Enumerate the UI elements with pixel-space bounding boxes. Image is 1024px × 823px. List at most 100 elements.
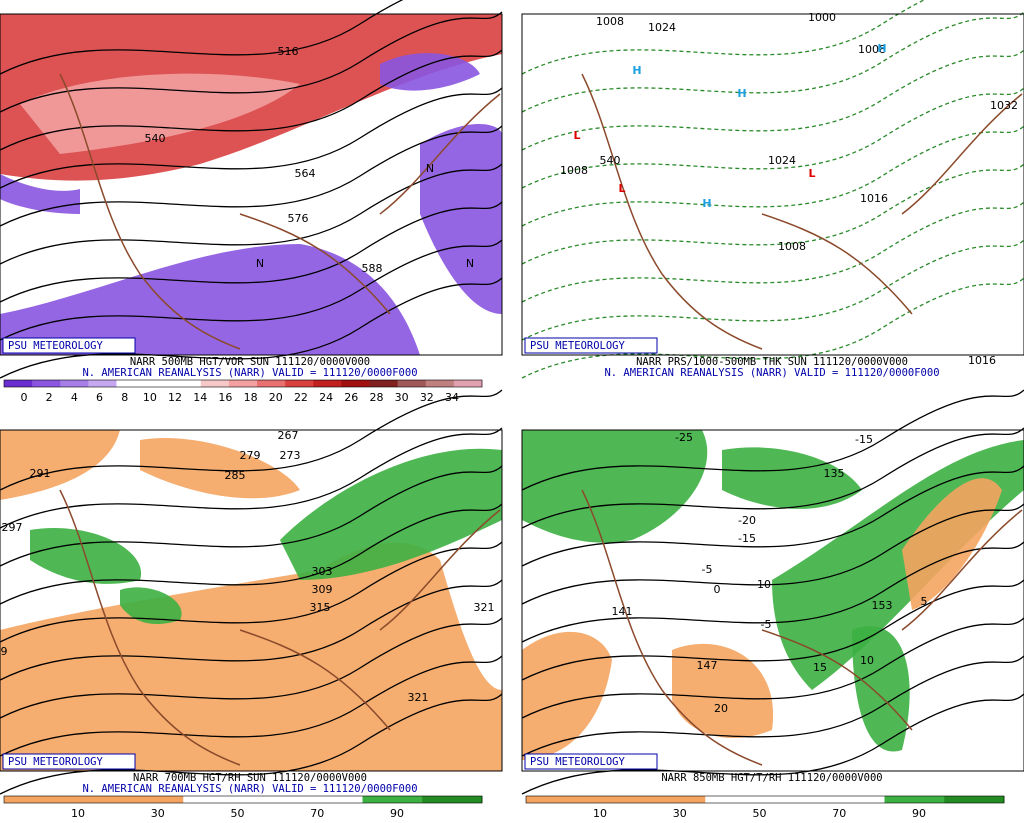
- colorbar-cell: [944, 796, 1005, 803]
- contour-label: 9: [1, 645, 8, 658]
- colorbar-cell: [60, 380, 89, 387]
- colorbar-label: 26: [344, 391, 358, 404]
- colorbar-cell: [63, 796, 124, 803]
- contour-label: 279: [240, 449, 261, 462]
- colorbar-cell: [585, 796, 646, 803]
- colorbar-cell: [257, 380, 286, 387]
- contour-label: 576: [288, 212, 309, 225]
- contour-label: -15: [855, 433, 873, 446]
- contour-label: N: [426, 162, 434, 175]
- contour-line: [521, 503, 1024, 605]
- contour-label: 20: [714, 702, 728, 715]
- contour-label: 321: [408, 691, 429, 704]
- caption: N. AMERICAN REANALYSIS (NARR) VALID = 11…: [82, 783, 417, 795]
- colorbar-label: 70: [832, 807, 846, 819]
- caption: NARR PRS/1000-500MB THK SUN 111120/0000V…: [636, 356, 908, 368]
- contour-line: [521, 427, 1024, 529]
- badge-box: [524, 337, 658, 354]
- contour-line: [521, 389, 1024, 491]
- shaded-region: [522, 430, 708, 543]
- contour-label: 147: [697, 659, 718, 672]
- colorbar-label: 10: [593, 807, 607, 819]
- colorbar-cell: [4, 796, 65, 803]
- contour-label: 309: [312, 583, 333, 596]
- contour-label: 141: [612, 605, 633, 618]
- contour-line: [521, 465, 1024, 567]
- map-frame: [521, 13, 1024, 356]
- colorbar-label: 32: [420, 391, 434, 404]
- colorbar-label: 50: [753, 807, 767, 819]
- contour-line: [0, 389, 503, 491]
- coastline: [59, 489, 501, 766]
- coastline: [59, 73, 501, 350]
- contour-label: 291: [30, 467, 51, 480]
- contour-label: N: [466, 257, 474, 270]
- caption: NARR 850MB HGT/T/RH 111120/0000V000: [661, 772, 882, 784]
- colorbar-cell: [228, 380, 258, 387]
- shaded-region: [20, 73, 300, 154]
- colorbar-label: 16: [218, 391, 232, 404]
- badge: PSU METEOROLOGY: [8, 340, 104, 352]
- contour-line: [0, 503, 503, 605]
- contour-label: -5: [702, 563, 713, 576]
- contour-line: [0, 541, 503, 643]
- map-frame: [521, 429, 1024, 772]
- contour-line: [521, 655, 1024, 757]
- contour-label: 1000: [808, 11, 836, 24]
- colorbar-label: 14: [193, 391, 207, 404]
- badge: PSU METEOROLOGY: [8, 756, 104, 768]
- colorbar-label: 22: [294, 391, 308, 404]
- colorbar-frame: [3, 379, 483, 388]
- contour-line: [0, 465, 503, 567]
- colorbar-label: 10: [71, 807, 85, 819]
- contour-label: 0: [714, 583, 721, 596]
- contour-line: [0, 11, 503, 113]
- shaded-region: [852, 626, 910, 752]
- contour-label: 588: [362, 262, 383, 275]
- contour-line: [521, 541, 1024, 643]
- contour-line: [0, 201, 503, 303]
- colorbar-cell: [183, 796, 244, 803]
- colorbar-cell: [884, 796, 945, 803]
- colorbar-cell: [453, 380, 483, 387]
- colorbar-frame: [3, 795, 483, 804]
- caption: NARR 500MB HGT/VOR SUN 111120/0000V000: [130, 356, 370, 368]
- shaded-region: [140, 438, 300, 499]
- contour-label: 1008: [858, 43, 886, 56]
- colorbar-cell: [116, 380, 146, 387]
- colorbar-frame: [525, 795, 1005, 804]
- contour-label: 1008: [778, 240, 806, 253]
- contour-label: 1008: [596, 15, 624, 28]
- colorbar-cell: [369, 380, 399, 387]
- colorbar-label: 90: [390, 807, 404, 819]
- contour-label: 1024: [648, 21, 676, 34]
- contour-line: [0, 125, 503, 227]
- badge-box: [524, 753, 658, 770]
- contour-label: L: [573, 129, 580, 142]
- contour-label: -5: [761, 618, 772, 631]
- colorbar-cell: [302, 796, 363, 803]
- badge-box: [2, 753, 136, 770]
- contour-label: 303: [312, 565, 333, 578]
- colorbar-cell: [4, 380, 33, 387]
- colorbar-label: 70: [310, 807, 324, 819]
- contour-label: 516: [278, 45, 299, 58]
- contour-label: 285: [225, 469, 246, 482]
- contour-label: L: [808, 167, 815, 180]
- colorbar-label: 6: [96, 391, 103, 404]
- contour-line: [0, 617, 503, 719]
- panel: 516 540 564 576 588 N N N PSU METEOROLOGY NARR 50…: [0, 0, 503, 404]
- shaded-region: [420, 124, 502, 314]
- contour-line: [0, 239, 503, 341]
- colorbar-cell: [425, 380, 455, 387]
- contour-label: -20: [738, 514, 756, 527]
- contour-label: 135: [824, 467, 845, 480]
- shaded-region: [0, 174, 80, 214]
- contour-label: -10: [753, 578, 771, 591]
- colorbar-cell: [645, 796, 706, 803]
- colorbar-cell: [144, 380, 174, 387]
- contour-label: H: [877, 42, 886, 55]
- shaded-region: [522, 631, 612, 760]
- contour-line: [0, 655, 503, 757]
- colorbar-cell: [705, 796, 766, 803]
